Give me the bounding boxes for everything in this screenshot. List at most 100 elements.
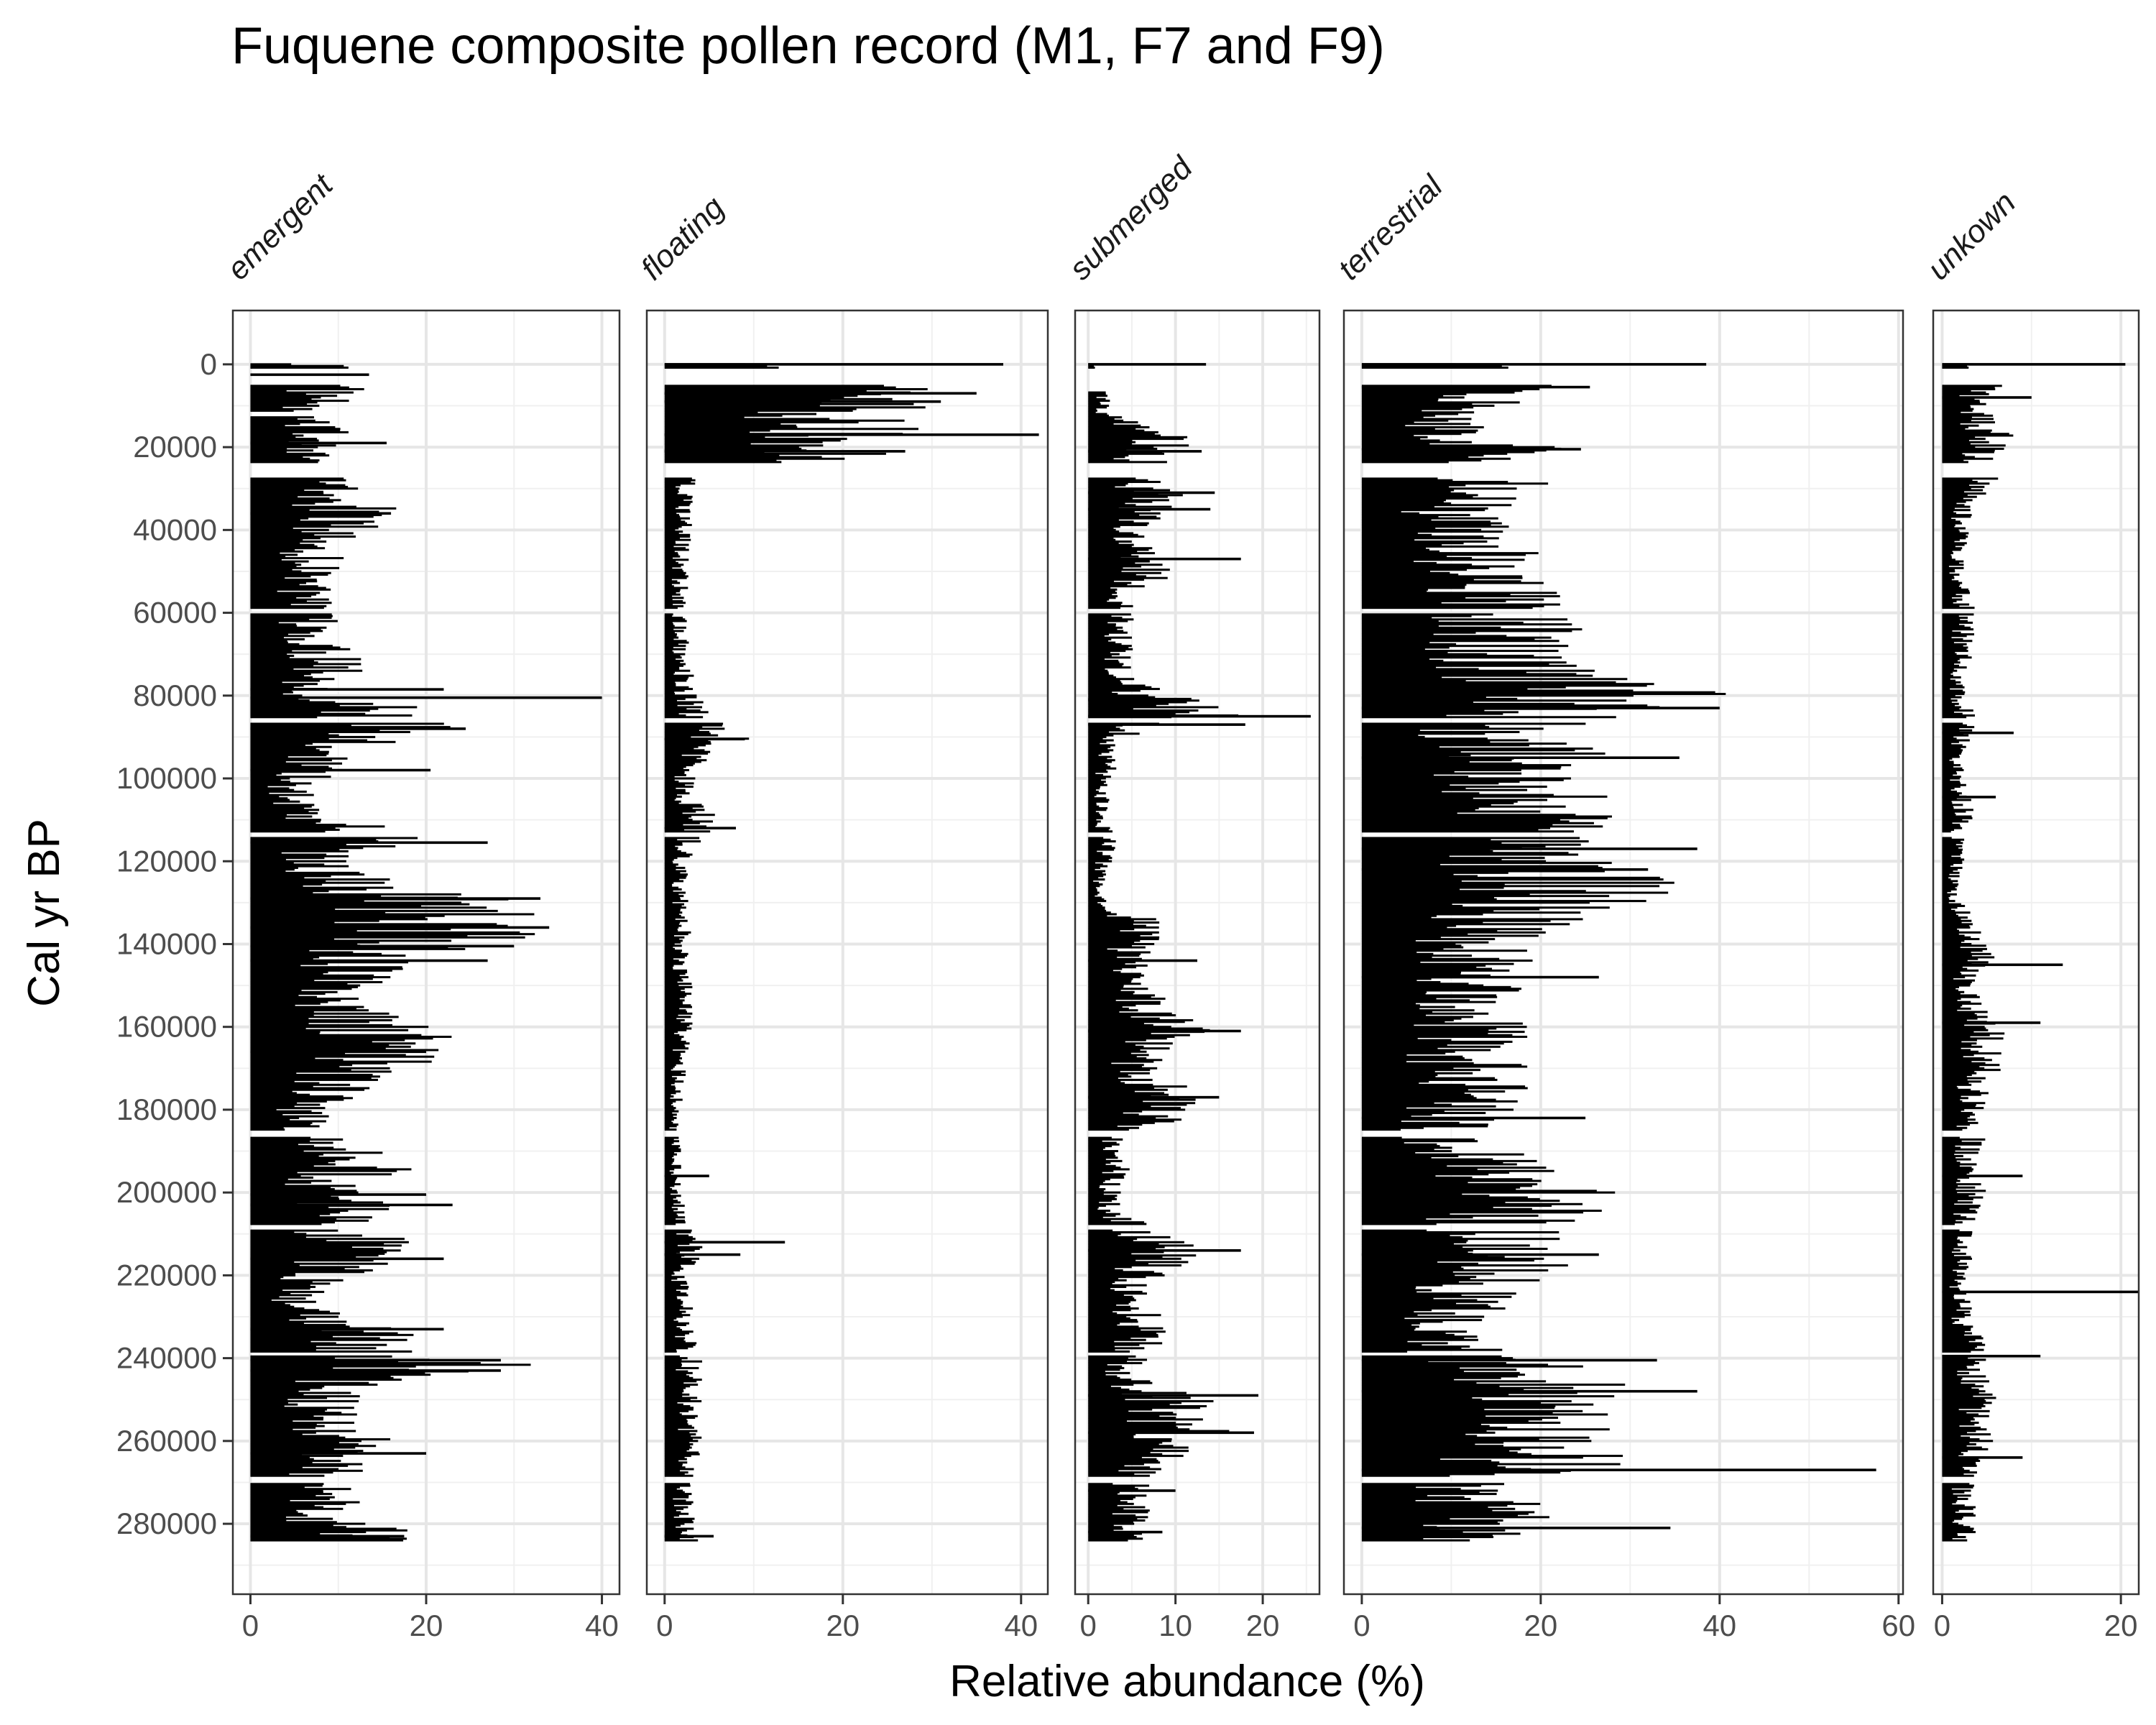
bar-peak [1361, 868, 1649, 871]
bar [250, 888, 367, 891]
bar [250, 1371, 425, 1374]
bar [1088, 673, 1109, 676]
bar [1088, 1340, 1115, 1343]
bar [1088, 1286, 1127, 1289]
bar [1361, 484, 1466, 487]
bar [250, 1034, 422, 1036]
bar [1361, 904, 1463, 907]
bar [1942, 1148, 1980, 1151]
bar [250, 1213, 331, 1215]
bar [250, 1176, 313, 1179]
bar [664, 641, 689, 644]
bar [250, 1386, 323, 1389]
bar [664, 941, 681, 944]
bar [664, 1430, 698, 1432]
bar [1361, 1017, 1462, 1020]
bar [1088, 1174, 1124, 1177]
bar [1361, 436, 1428, 438]
bar [1088, 750, 1110, 753]
bar [250, 871, 360, 874]
bar [1942, 1257, 1972, 1260]
bar [1942, 871, 1960, 874]
bar [1942, 1284, 1958, 1287]
bar-peak [664, 1535, 714, 1538]
bar [1361, 434, 1414, 437]
bar [1942, 607, 1975, 610]
bar [664, 1302, 683, 1305]
bar [1088, 1179, 1105, 1182]
bar [250, 1080, 295, 1083]
bar [664, 1380, 697, 1383]
bar [1942, 1537, 1953, 1540]
bar [1088, 1322, 1120, 1325]
bar [1088, 1223, 1147, 1225]
bar [664, 1297, 678, 1300]
bar [1942, 947, 1987, 950]
bar [1361, 929, 1498, 932]
bar [250, 487, 359, 490]
bar [1361, 1453, 1531, 1455]
bar [664, 908, 681, 911]
bar [1942, 898, 1950, 901]
bar [1942, 548, 1961, 551]
bar [1361, 1140, 1478, 1143]
bar [1088, 1218, 1132, 1220]
bar [1942, 956, 1995, 959]
bar [1361, 999, 1470, 1002]
bar [250, 1031, 321, 1034]
bar [250, 933, 535, 936]
bar [664, 1486, 681, 1489]
bar [664, 1266, 681, 1269]
bar [664, 500, 693, 503]
bar [664, 956, 685, 959]
bar [1942, 1400, 1986, 1403]
bar [664, 1039, 681, 1041]
bar [664, 888, 682, 891]
bar [250, 1340, 311, 1343]
bar [1088, 477, 1136, 480]
bar [250, 1428, 293, 1431]
bar [1942, 1123, 1971, 1126]
bar [664, 1181, 676, 1184]
bar [1942, 1052, 2001, 1055]
bar [1361, 1154, 1459, 1157]
bar [1088, 1274, 1165, 1276]
bar [1088, 669, 1108, 672]
bar [1361, 1450, 1510, 1453]
bar [250, 810, 309, 813]
bar [664, 1512, 689, 1515]
bar [664, 804, 702, 806]
bar [1088, 540, 1132, 543]
bar [1361, 1379, 1455, 1381]
bar [1088, 795, 1095, 798]
bar [1088, 1425, 1176, 1427]
bar [664, 578, 672, 581]
bar [1361, 730, 1520, 733]
bar [1361, 424, 1406, 427]
bar [250, 1375, 391, 1378]
bar-peak [1088, 363, 1207, 366]
bar [1088, 891, 1100, 894]
bar [664, 570, 684, 573]
bar [1942, 542, 1967, 545]
bar [1361, 1239, 1468, 1242]
bar [250, 1174, 301, 1177]
bar [1088, 1009, 1138, 1012]
bar [1942, 686, 1965, 689]
bar [1361, 880, 1462, 883]
bar [1361, 1319, 1483, 1322]
bar [1088, 984, 1124, 987]
bar [1942, 1036, 1971, 1039]
bar [664, 748, 694, 750]
bar [1361, 972, 1461, 975]
bar [250, 1310, 330, 1313]
bar [664, 873, 688, 876]
bar [664, 904, 682, 907]
bar [1088, 621, 1108, 624]
bar [1088, 1087, 1155, 1090]
bar [1088, 1254, 1197, 1257]
bar [1942, 1154, 1963, 1157]
bar [664, 1456, 685, 1459]
bar [250, 866, 298, 869]
bar [1361, 510, 1401, 513]
